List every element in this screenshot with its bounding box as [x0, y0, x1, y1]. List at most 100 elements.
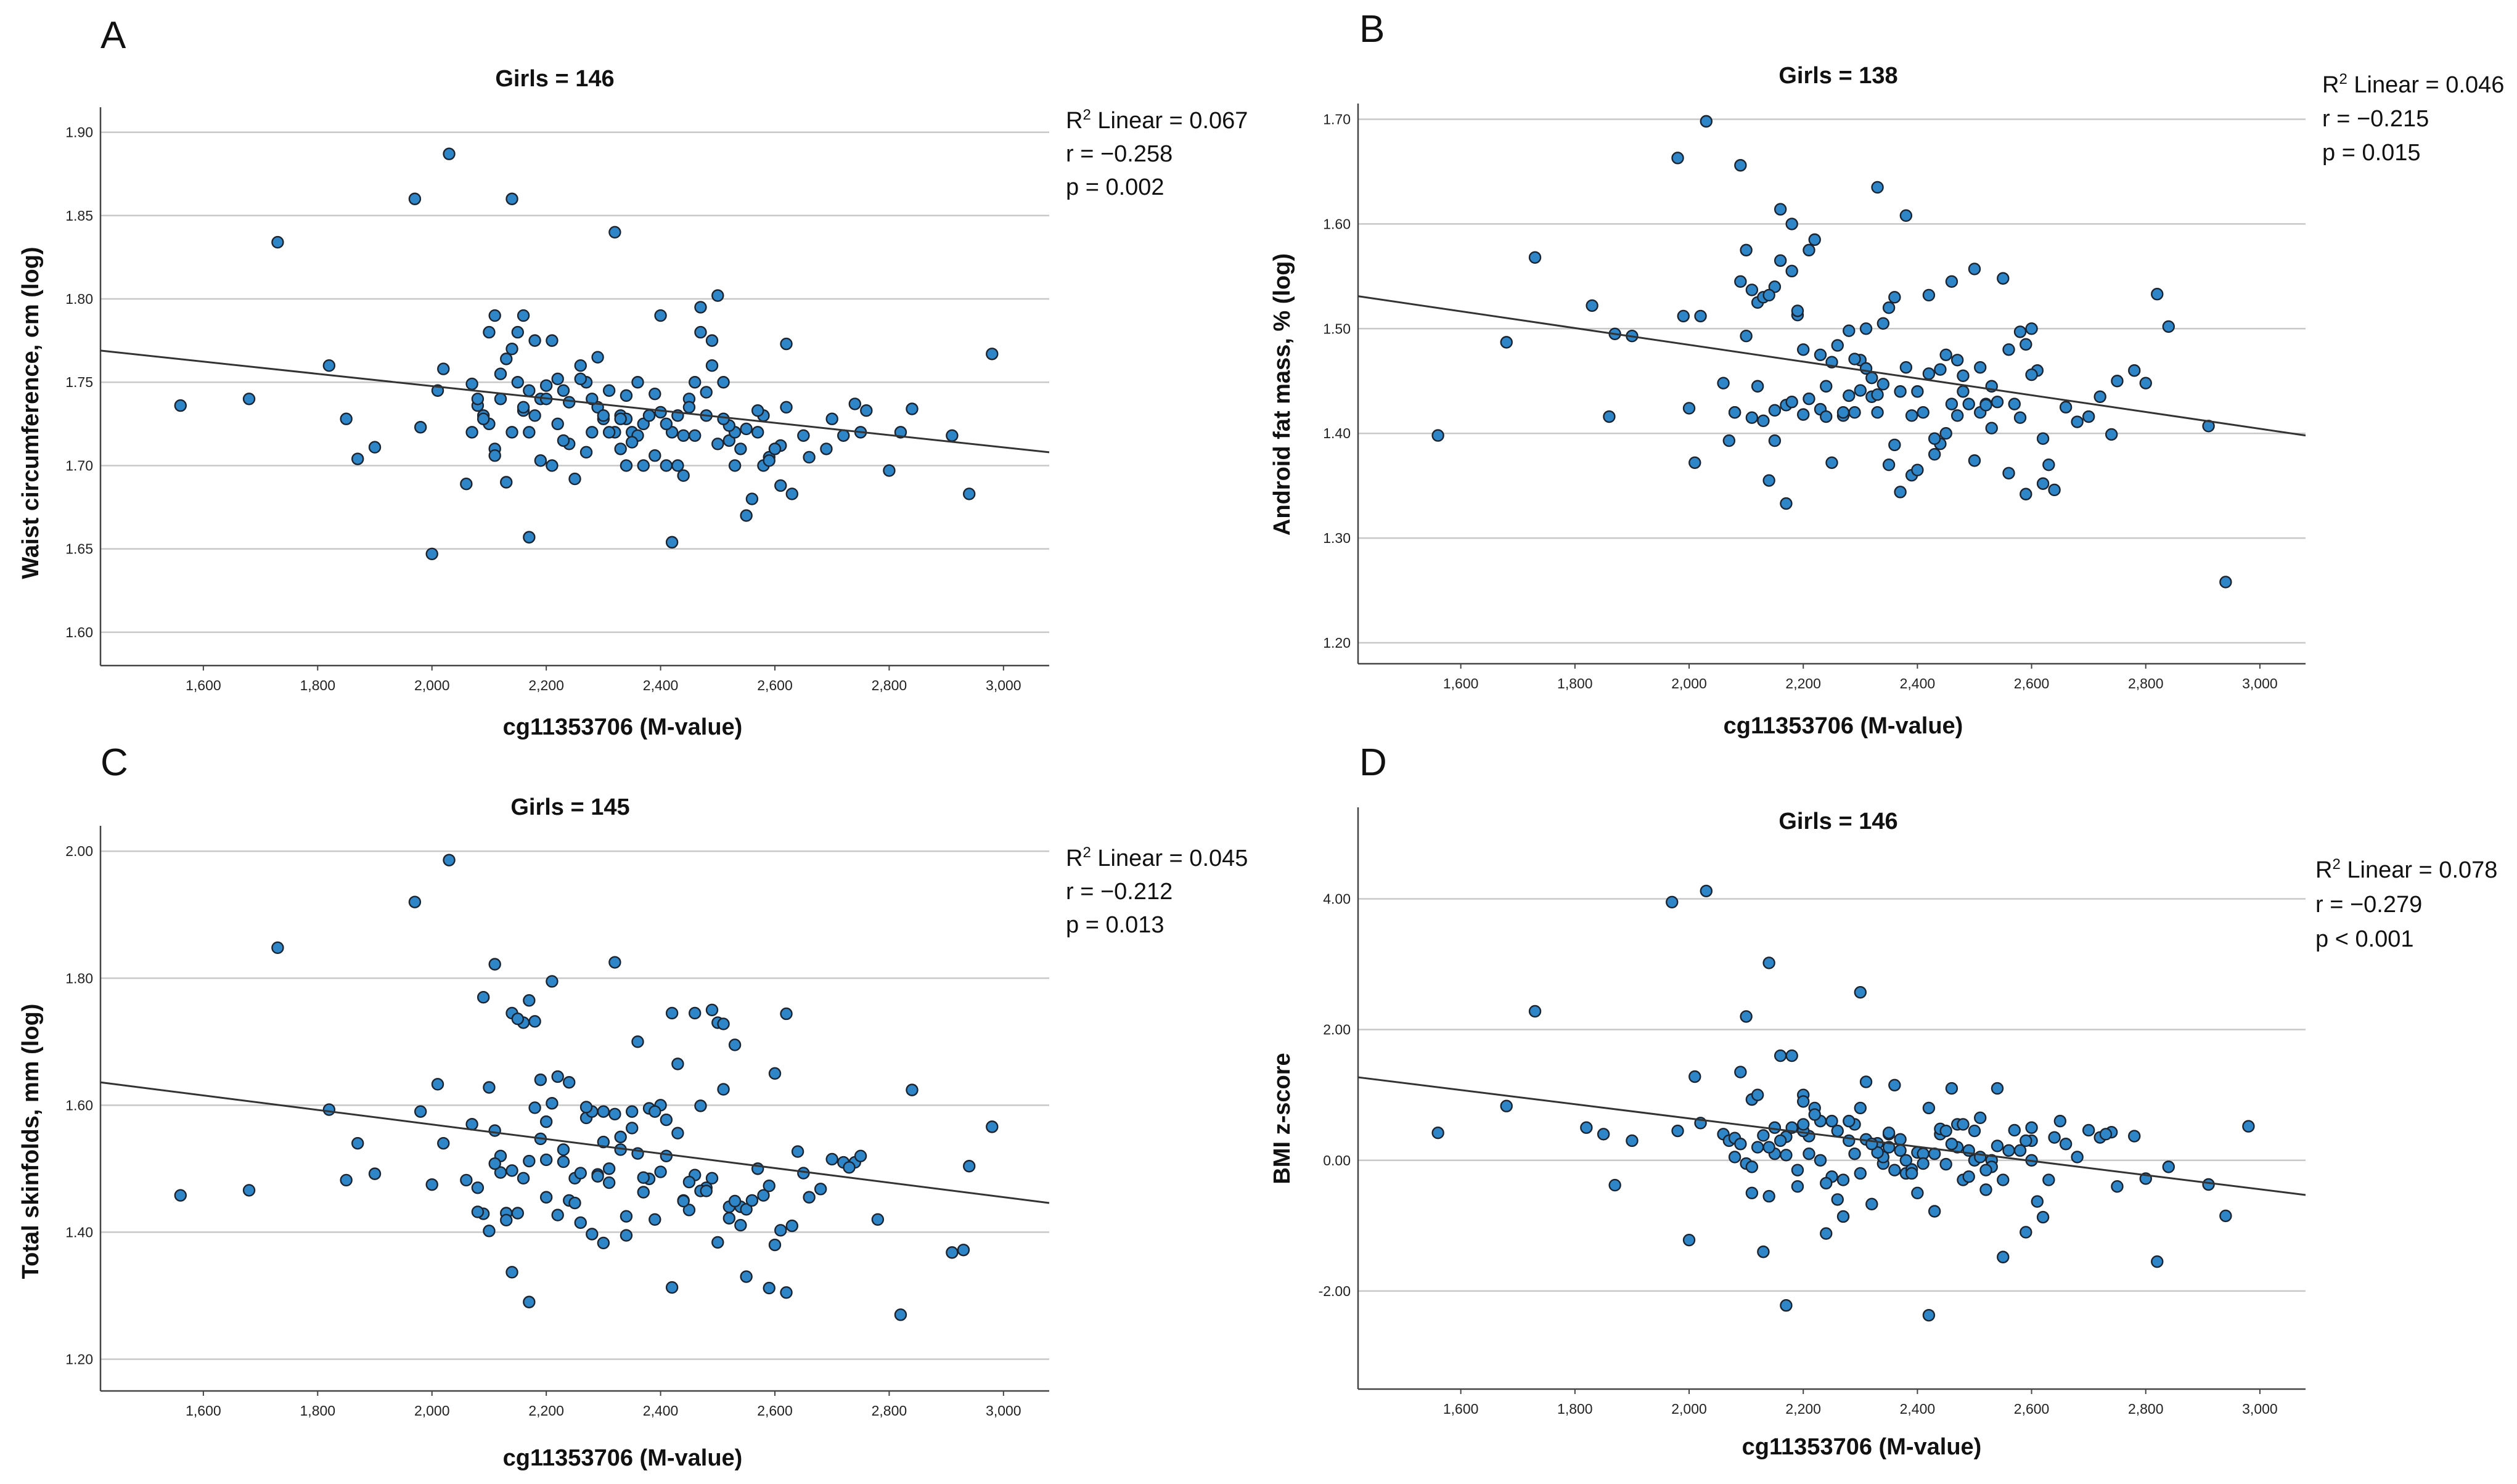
panel-a-data-point	[523, 384, 536, 397]
panel-c-data-point	[483, 1225, 496, 1237]
panel-a-data-point	[340, 412, 353, 425]
panel-a-data-point	[820, 442, 833, 455]
panel-b-data-point	[1700, 115, 1713, 128]
panel-c-data-point	[517, 1172, 530, 1185]
panel-d-data-point	[2162, 1160, 2175, 1173]
panel-a-data-point	[568, 472, 581, 486]
panel-d-xtick-label: 2,200	[1785, 1401, 1821, 1417]
panel-a-data-point	[665, 426, 679, 439]
panel-d-data-point	[2008, 1123, 2021, 1137]
panel-a-ytick-label: 1.60	[65, 624, 93, 640]
panel-c-data-point	[711, 1236, 724, 1249]
panel-b-xtick-label: 2,800	[2128, 675, 2164, 691]
panel-d-data-point	[1803, 1147, 1815, 1160]
panel-d-data-point	[1922, 1101, 1936, 1115]
panel-b-data-point	[1774, 254, 1787, 267]
panel-c-data-point	[546, 975, 559, 988]
panel-d-data-point	[1831, 1193, 1844, 1206]
panel-a-data-point	[586, 393, 599, 406]
panel-b-data-point	[1785, 264, 1798, 278]
panel-a-data-point	[660, 417, 673, 431]
panel-a-data-point	[671, 459, 684, 472]
panel-b-data-point	[1871, 388, 1884, 401]
panel-a-r2-sup: 2	[1083, 107, 1091, 123]
panel-b-data-point	[1774, 203, 1787, 216]
panel-b-data-point	[1757, 414, 1770, 428]
panel-c-data-point	[717, 1017, 730, 1030]
panel-c-data-point	[682, 1204, 696, 1217]
panel-a-data-point	[711, 438, 724, 450]
panel-b-data-point	[1928, 447, 1941, 461]
panel-a-data-point	[986, 348, 999, 361]
panel-c-data-point	[780, 1286, 793, 1299]
panel-b: B Girls = 138 Android fat mass, % (log) …	[1269, 8, 2504, 739]
panel-d-xtick-label: 2,600	[2014, 1401, 2050, 1417]
panel-b-data-point	[1728, 406, 1741, 419]
panel-d-data-point	[1762, 956, 1775, 969]
panel-a-data-point	[740, 509, 753, 522]
panel-c-r2-value: Linear = 0.045	[1091, 846, 1248, 871]
panel-d-data-point	[1888, 1164, 1901, 1176]
panel-a-data-point	[740, 422, 753, 436]
panel-b-xtick-label: 3,000	[2242, 675, 2278, 691]
panel-a-data-point	[883, 464, 896, 477]
panel-b-data-point	[1991, 396, 2004, 409]
panel-d-data-point	[1843, 1114, 1856, 1128]
panel-a-data-point	[351, 452, 364, 465]
panel-a-data-point	[602, 426, 616, 439]
panel-b-data-point	[1682, 402, 1696, 415]
panel-a-data-point	[477, 412, 490, 425]
panel-d-data-point	[1911, 1186, 1924, 1199]
panel-b-data-point	[1962, 398, 1975, 410]
panel-a-data-point	[242, 393, 256, 406]
panel-a-data-point	[946, 429, 959, 442]
panel-c-data-point	[425, 1178, 438, 1191]
panel-d-data-point	[1757, 1129, 1770, 1142]
panel-b-data-point	[2071, 415, 2084, 428]
panel-a-xlabel: cg11353706 (M-value)	[503, 714, 743, 740]
panel-c-data-point	[534, 1073, 547, 1086]
panel-b-data-point	[1740, 329, 1753, 343]
panel-c-data-point	[654, 1165, 667, 1178]
panel-c-data-point	[763, 1281, 776, 1295]
panel-a-r2-line: R2 Linear = 0.067	[1066, 107, 1248, 134]
panel-b-data-point	[2048, 483, 2061, 497]
panel-d-xtick-label: 1,600	[1443, 1401, 1479, 1417]
panel-a-data-point	[722, 434, 736, 447]
panel-a-data-point	[414, 421, 427, 434]
panel-a-data-point	[620, 389, 633, 402]
panel-b-data-point	[1865, 371, 1878, 385]
panel-c-data-point	[602, 1176, 616, 1189]
panel-b-data-point	[1734, 275, 1747, 288]
panel-a-data-point	[705, 334, 719, 347]
panel-b-data-point	[1814, 348, 1827, 361]
panel-d-data-point	[2053, 1114, 2067, 1128]
panel-a-data-point	[637, 459, 650, 472]
panel-d-stats: R2 Linear = 0.078 r = −0.279 p < 0.001	[2315, 856, 2497, 952]
panel-d-data-point	[2202, 1178, 2215, 1191]
panel-d-xtick-label: 1,800	[1557, 1401, 1593, 1417]
panel-c-data-point	[477, 990, 490, 1004]
panel-a-data-point	[700, 386, 713, 399]
panel-d-ytick-label: 2.00	[1323, 1022, 1351, 1038]
panel-b-data-point	[1528, 251, 1542, 264]
panel-a-xtick-label: 2,600	[757, 677, 793, 693]
panel-d-r2-prefix: R	[2315, 857, 2332, 883]
panel-a-data-point	[797, 429, 810, 442]
panel-a-data-point	[694, 325, 707, 339]
panel-c-data-point	[523, 1295, 536, 1308]
panel-c-p-line: p = 0.013	[1066, 912, 1164, 938]
panel-c-xlabel: cg11353706 (M-value)	[503, 1445, 743, 1471]
panel-b-data-point	[2020, 338, 2032, 351]
panel-b-data-point	[1876, 378, 1890, 391]
panel-b-r2-sup: 2	[2339, 71, 2347, 88]
panel-b-data-point	[1831, 339, 1844, 352]
panel-d-data-point	[1939, 1157, 1952, 1171]
panel-d-data-point	[1797, 1118, 1810, 1131]
panel-d-ytick-label: 0.00	[1323, 1152, 1351, 1168]
panel-a-data-point	[614, 442, 627, 455]
panel-c-data-point	[986, 1120, 999, 1133]
panel-b-ytick-label: 1.20	[1323, 635, 1351, 651]
panel-d-data-point	[1882, 1127, 1896, 1140]
panel-a-data-point	[751, 426, 764, 439]
